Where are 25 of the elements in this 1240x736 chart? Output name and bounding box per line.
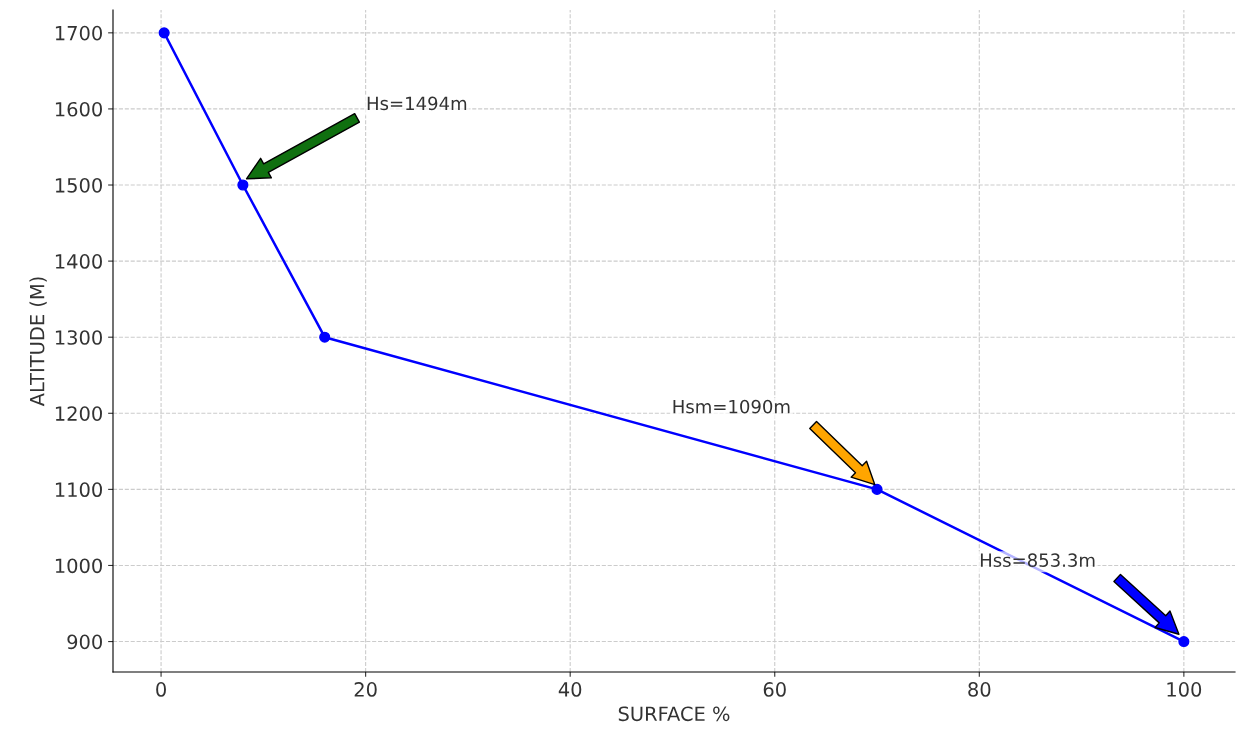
x-tick-label: 80 [968, 682, 991, 697]
y-tick-label: 1000 [55, 558, 102, 574]
annotation: Hss=853.3m [980, 553, 1095, 567]
y-tick-label: 1200 [55, 406, 102, 421]
x-tick-label: 100 [1167, 682, 1202, 697]
point [158, 27, 170, 39]
x-tick-label: 40 [558, 682, 582, 697]
y-tick-label: 1400 [55, 254, 102, 269]
annotation: Hs=1494m [367, 96, 467, 111]
x-tick-label: 60 [763, 682, 786, 697]
y-tick-label: 900 [67, 634, 102, 650]
y-tick-label: 1700 [55, 25, 102, 41]
y-tick-label: 1600 [55, 101, 102, 117]
point [1178, 636, 1190, 648]
annotation: Hsm=1090m [673, 399, 790, 414]
x-axis-title: SURFACE % [618, 706, 730, 722]
y-tick-label: 1300 [55, 330, 102, 345]
x-tick-label: 20 [354, 682, 377, 697]
point [319, 331, 331, 343]
point [871, 483, 883, 495]
x-tick-label: 0 [156, 682, 166, 697]
y-tick-label: 1100 [55, 482, 102, 498]
point [237, 179, 249, 191]
y-axis-title: ALTITUDE (M) [29, 277, 47, 407]
y-tick-label: 1500 [55, 177, 102, 193]
